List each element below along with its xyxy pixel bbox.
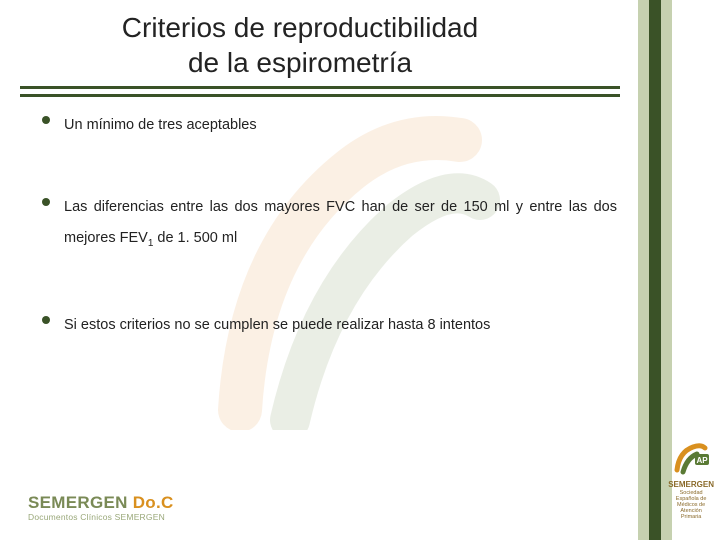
bullet-text: Si estos criterios no se cumplen se pued…: [64, 310, 490, 340]
footer-left-logo: SEMERGEN Do.C Documentos Clínicos SEMERG…: [28, 493, 174, 522]
svg-text:AP: AP: [697, 456, 709, 465]
logo-line1: SEMERGEN: [668, 481, 714, 490]
bullet-dot: [42, 316, 50, 324]
brand-main: SEMERGEN: [28, 493, 133, 512]
bullet-text-after: de 1. 500 ml: [153, 230, 237, 246]
semergen-ap-mark: AP: [671, 442, 711, 476]
bullet-item: Un mínimo de tres aceptables: [42, 110, 617, 140]
bullet-dot: [42, 198, 50, 206]
footer-right-logo: AP SEMERGEN Sociedad Española de Médicos…: [668, 442, 714, 520]
title-line-2: de la espirometría: [188, 47, 412, 78]
bullet-list: Un mínimo de tres aceptables Las diferen…: [42, 110, 617, 392]
title-rule-top: [20, 86, 620, 89]
bullet-item: Si estos criterios no se cumplen se pued…: [42, 310, 617, 340]
brand-accent: Do.C: [133, 493, 174, 512]
brand-name: SEMERGEN Do.C: [28, 493, 174, 513]
brand-subtitle: Documentos Clínicos SEMERGEN: [28, 512, 174, 522]
bullet-item: Las diferencias entre las dos mayores FV…: [42, 192, 617, 253]
slide-title: Criterios de reproductibilidad de la esp…: [0, 10, 600, 80]
bullet-text: Las diferencias entre las dos mayores FV…: [64, 192, 617, 253]
title-rule-bottom: [20, 94, 620, 97]
right-accent-bar: [638, 0, 672, 540]
logo-line6: Primaria: [668, 514, 714, 520]
title-line-1: Criterios de reproductibilidad: [122, 12, 478, 43]
bullet-text: Un mínimo de tres aceptables: [64, 110, 257, 140]
bullet-dot: [42, 116, 50, 124]
